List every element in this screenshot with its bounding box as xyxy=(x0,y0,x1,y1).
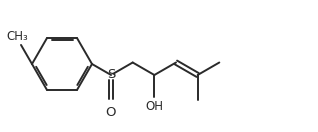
Text: S: S xyxy=(107,69,115,81)
Text: OH: OH xyxy=(145,100,163,113)
Text: CH₃: CH₃ xyxy=(6,30,28,43)
Text: O: O xyxy=(105,105,115,119)
